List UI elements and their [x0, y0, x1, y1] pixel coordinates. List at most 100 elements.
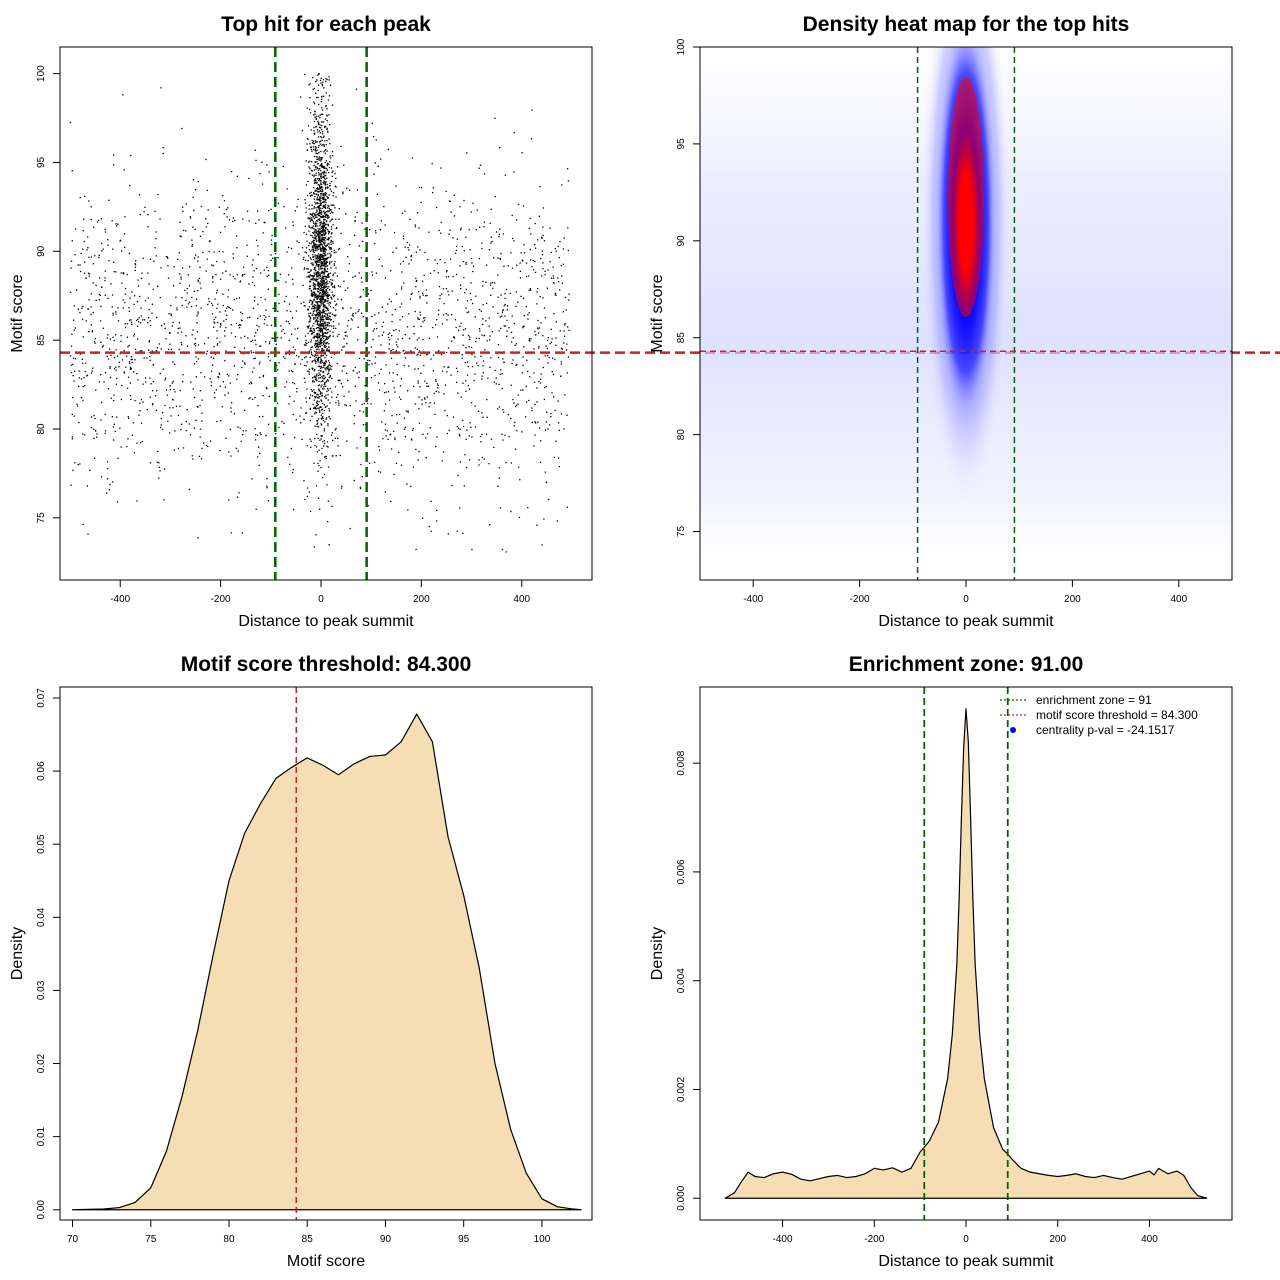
scatter-point [119, 240, 121, 242]
scatter-point [305, 252, 308, 254]
scatter-point [107, 239, 109, 241]
scatter-point [478, 257, 481, 260]
scatter-point [224, 386, 226, 388]
scatter-point [561, 282, 564, 284]
scatter-point [323, 183, 325, 185]
scatter-point [373, 461, 376, 464]
scatter-point [189, 217, 192, 219]
scatter-point [257, 405, 259, 407]
scatter-point [308, 491, 310, 493]
scatter-point [418, 350, 421, 352]
scatter-point [328, 304, 330, 306]
scatter-point [445, 288, 448, 290]
scatter-point [464, 361, 467, 364]
scatter-point [299, 415, 301, 417]
scatter-point [443, 393, 445, 395]
scatter-point [462, 532, 464, 534]
scatter-point [396, 344, 398, 346]
scatter-point [348, 263, 350, 265]
scatter-point [313, 126, 315, 129]
scatter-point [84, 434, 86, 436]
scatter-point [310, 146, 313, 148]
scatter-point [479, 226, 481, 228]
scatter-point [176, 307, 178, 309]
scatter-point [313, 359, 315, 362]
scatter-point [321, 316, 323, 318]
scatter-point [483, 226, 485, 228]
scatter-point [318, 275, 320, 277]
scatter-point [229, 382, 231, 384]
scatter-point [207, 337, 209, 339]
scatter-point [224, 226, 226, 228]
scatter-point [560, 347, 563, 350]
scatter-point [400, 288, 403, 290]
scatter-point [196, 405, 198, 408]
scatter-point [315, 376, 317, 379]
scatter-point [322, 325, 324, 327]
scatter-point [371, 274, 374, 276]
scatter-point [395, 462, 398, 464]
scatter-point [193, 290, 195, 292]
scatter-point [307, 308, 309, 310]
scatter-point [318, 333, 320, 336]
scatter-point [437, 272, 439, 274]
scatter-point [436, 436, 438, 438]
scatter-point [390, 349, 392, 352]
scatter-point [511, 315, 513, 317]
scatter-point [315, 412, 317, 414]
scatter-point [211, 302, 213, 305]
scatter-point [320, 227, 322, 229]
scatter-point [213, 251, 215, 253]
scatter-point [324, 218, 326, 221]
scatter-point [205, 444, 208, 447]
scatter-point [318, 264, 320, 266]
scatter-point [374, 374, 376, 377]
scatter-point [246, 244, 248, 246]
scatter-point [318, 377, 320, 379]
scatter-point [314, 296, 316, 299]
scatter-point [427, 385, 430, 387]
scatter-point [318, 271, 320, 274]
scatter-point [545, 481, 548, 483]
scatter-point [156, 461, 159, 463]
scatter-point [101, 242, 103, 245]
scatter-point [312, 258, 315, 261]
scatter-point [410, 438, 413, 440]
scatter-point [320, 400, 323, 402]
scatter-point [319, 173, 321, 175]
scatter-point [320, 250, 322, 252]
scatter-point [197, 311, 199, 313]
scatter-point [313, 187, 315, 189]
scatter-point [234, 219, 236, 222]
score-density-x-tick-label: 90 [380, 1234, 392, 1245]
scatter-point [228, 451, 230, 453]
scatter-point [326, 349, 329, 351]
scatter-point [321, 243, 323, 246]
scatter-point [129, 395, 132, 397]
scatter-point [568, 293, 570, 295]
scatter-point [311, 170, 314, 172]
scatter-point [329, 208, 331, 211]
scatter-point [474, 426, 477, 428]
scatter-point [543, 518, 545, 520]
scatter-point [319, 244, 321, 247]
scatter-point [321, 215, 323, 218]
scatter-point [501, 373, 503, 375]
scatter-point [424, 317, 426, 319]
scatter-point [323, 384, 326, 386]
scatter-point [78, 421, 80, 424]
scatter-point [141, 272, 143, 274]
scatter-point [327, 99, 330, 101]
scatter-point [315, 247, 317, 250]
scatter-point [377, 165, 379, 167]
scatter-point [268, 209, 270, 212]
scatter-point [316, 297, 318, 300]
scatter-point [225, 437, 227, 439]
scatter-point [272, 337, 274, 339]
scatter-point [391, 414, 393, 417]
scatter-point [74, 462, 76, 464]
scatter-point [309, 167, 311, 170]
scatter-point [318, 369, 320, 372]
scatter-point [329, 220, 331, 223]
scatter-point [406, 390, 409, 392]
